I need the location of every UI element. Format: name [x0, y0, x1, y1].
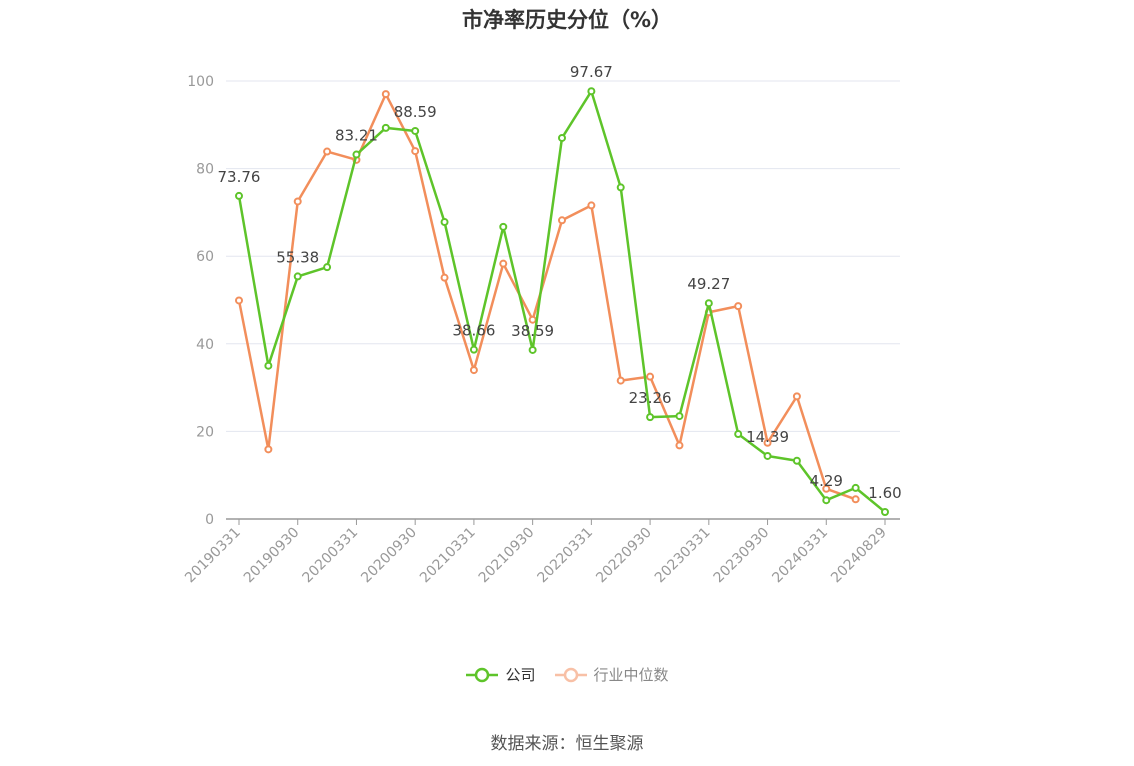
data-point-industry — [763, 438, 772, 447]
data-label: 14.39 — [746, 428, 789, 446]
data-label: 88.59 — [394, 103, 437, 121]
data-label: 38.59 — [511, 322, 554, 340]
data-point-company — [411, 126, 420, 135]
data-point-company — [646, 413, 655, 422]
data-point-company — [499, 222, 508, 231]
x-tick-label: 20190930 — [241, 525, 303, 587]
data-point-company — [528, 345, 537, 354]
y-tick-label: 20 — [196, 424, 214, 440]
data-point-company — [881, 507, 889, 516]
data-point-company — [381, 123, 390, 132]
y-tick-label: 80 — [196, 162, 214, 178]
y-tick-label: 100 — [187, 74, 214, 90]
legend: 公司 行业中位数 — [0, 664, 1134, 685]
data-point-company — [264, 361, 273, 370]
legend-marker-company — [466, 667, 499, 682]
data-point-company — [763, 451, 772, 460]
data-label: 38.66 — [452, 322, 495, 340]
data-point-company — [235, 191, 243, 200]
legend-marker-industry — [554, 667, 587, 682]
x-tick-label: 20200331 — [300, 525, 362, 587]
data-point-industry — [499, 259, 508, 268]
data-label: 49.27 — [687, 275, 730, 293]
data-point-company — [704, 299, 713, 308]
legend-item-industry[interactable]: 行业中位数 — [554, 664, 669, 685]
data-point-industry — [469, 366, 478, 375]
data-point-industry — [616, 376, 625, 385]
chart-title: 市净率历史分位（%） — [461, 8, 673, 32]
source-note: 数据来源：恒生聚源 — [490, 734, 644, 754]
data-point-industry — [558, 216, 566, 225]
data-label: 55.38 — [276, 248, 319, 266]
data-point-company — [469, 345, 478, 354]
data-point-industry — [235, 296, 243, 305]
data-point-industry — [822, 484, 831, 493]
x-tick-label: 20220331 — [534, 525, 596, 587]
data-point-industry — [293, 197, 302, 206]
x-tick-label: 20230930 — [711, 525, 773, 587]
x-tick-label: 20190331 — [182, 525, 244, 587]
data-label: 73.76 — [218, 168, 261, 186]
data-point-company — [675, 412, 684, 421]
y-tick-label: 0 — [205, 512, 214, 528]
data-point-industry — [792, 392, 801, 401]
data-label: 23.26 — [629, 389, 672, 407]
data-point-industry — [440, 273, 449, 282]
x-tick-label: 20210331 — [417, 525, 479, 587]
data-point-company — [440, 218, 449, 227]
data-label: 4.29 — [810, 472, 843, 490]
data-point-company — [616, 183, 625, 192]
data-point-company — [587, 87, 596, 96]
series-line-industry — [237, 92, 857, 501]
x-tick-label: 20240331 — [769, 525, 831, 587]
x-tick-label: 20230331 — [652, 525, 714, 587]
data-point-company — [293, 272, 302, 281]
y-tick-label: 40 — [196, 337, 214, 353]
data-label: 83.21 — [335, 127, 378, 145]
y-tick-label: 60 — [196, 249, 214, 265]
data-point-industry — [675, 441, 684, 450]
x-tick-label: 20220930 — [593, 525, 655, 587]
data-point-industry — [851, 495, 860, 504]
data-point-industry — [323, 147, 332, 156]
data-label: 97.67 — [570, 63, 613, 81]
data-point-industry — [734, 302, 743, 311]
data-point-industry — [381, 90, 390, 99]
data-label: 1.60 — [868, 484, 901, 502]
data-point-industry — [411, 147, 420, 156]
data-point-company — [734, 430, 743, 439]
data-point-company — [792, 456, 801, 465]
x-tick-label: 20240829 — [828, 525, 890, 587]
data-point-company — [822, 496, 831, 505]
data-point-company — [323, 263, 332, 272]
data-point-company — [851, 483, 860, 492]
data-point-industry — [587, 201, 596, 210]
data-point-company — [558, 133, 566, 142]
data-point-industry — [646, 372, 655, 381]
x-tick-label: 20200930 — [358, 525, 420, 587]
legend-label-company: 公司 — [505, 666, 536, 684]
data-point-company — [352, 150, 361, 159]
legend-item-company[interactable]: 公司 — [465, 664, 536, 685]
data-point-industry — [264, 445, 273, 454]
legend-label-industry: 行业中位数 — [593, 666, 669, 684]
x-tick-label: 20210930 — [476, 525, 538, 587]
